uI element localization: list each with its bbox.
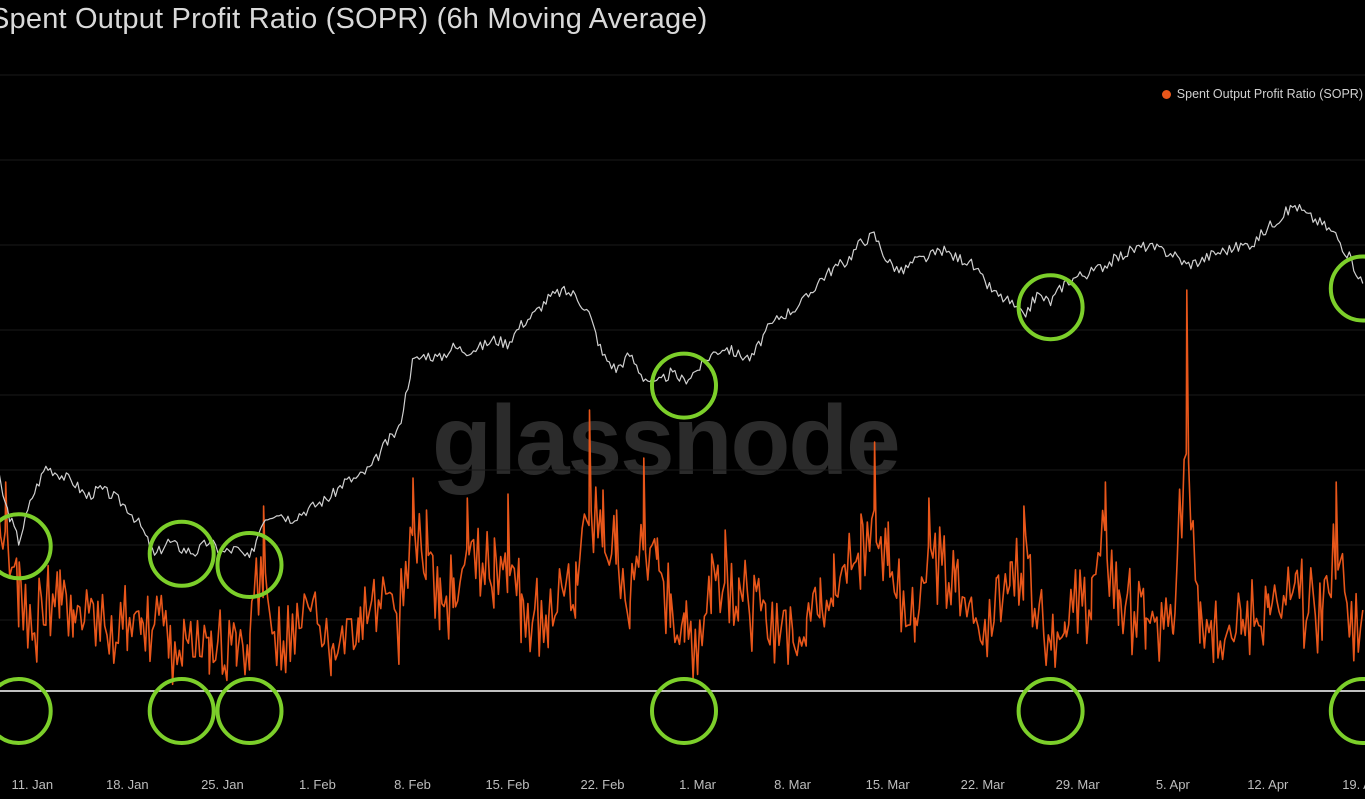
annotation-circle [147, 519, 216, 588]
x-tick-label: 12. Apr [1247, 777, 1289, 792]
annotation-circle [147, 677, 216, 745]
x-tick-label: 15. Mar [866, 777, 911, 792]
annotation-circle [0, 677, 53, 745]
x-tick-label: 25. Jan [201, 777, 244, 792]
annotation-circle [215, 677, 284, 745]
x-tick-label: 15. Feb [485, 777, 529, 792]
annotation-circle [1328, 254, 1365, 323]
x-tick-label: 18. Jan [106, 777, 149, 792]
x-tick-label: 5. Apr [1156, 777, 1191, 792]
annotation-circle [0, 512, 53, 581]
x-tick-label: 22. Mar [961, 777, 1006, 792]
annotation-circle [1328, 677, 1365, 745]
x-tick-label: 8. Mar [774, 777, 812, 792]
x-tick-label: 1. Mar [679, 777, 717, 792]
x-tick-label: 8. Feb [394, 777, 431, 792]
series-line-sopr[interactable] [0, 289, 1364, 686]
annotations [0, 254, 1365, 745]
legend-marker-icon [1161, 89, 1171, 99]
chart-title: Spent Output Profit Ratio (SOPR) (6h Mov… [0, 3, 708, 35]
annotation-circle [650, 351, 718, 420]
watermark-logo: glassnode [432, 385, 901, 495]
legend-label: Spent Output Profit Ratio (SOPR) [1176, 87, 1363, 101]
annotation-circle [1016, 677, 1085, 745]
annotation-circle [215, 531, 284, 599]
x-tick-label: 29. Mar [1056, 777, 1101, 792]
x-tick-label: 1. Feb [299, 777, 336, 792]
annotation-circle [650, 677, 718, 745]
legend[interactable]: Spent Output Profit Ratio (SOPR) [1161, 87, 1363, 101]
annotation-circle [1016, 273, 1085, 342]
x-tick-label: 19. Apr [1342, 777, 1365, 792]
series-line-price[interactable] [0, 204, 1364, 559]
gridlines [0, 74, 1365, 621]
x-tick-label: 11. Jan [11, 777, 53, 792]
x-tick-label: 22. Feb [580, 777, 624, 792]
